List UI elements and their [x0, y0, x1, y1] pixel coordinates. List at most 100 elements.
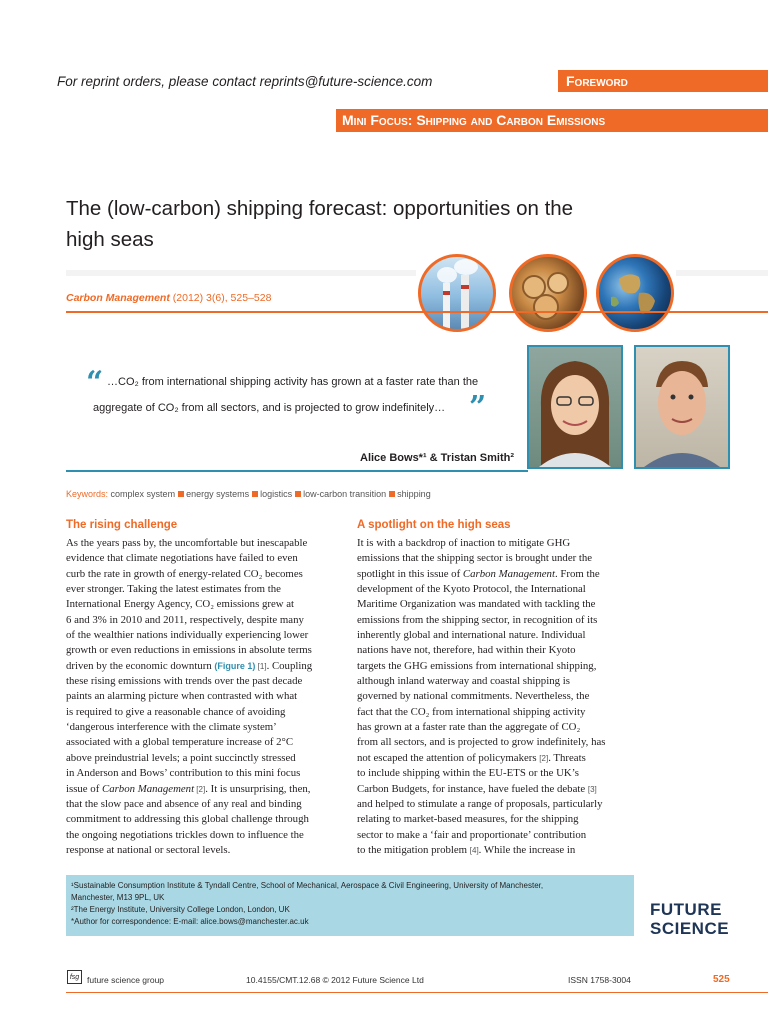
text-line: ‘dangerous interference with the climate…: [66, 721, 277, 734]
journal-name-italic: Carbon Management: [102, 782, 195, 795]
reference-link[interactable]: [1]: [255, 661, 267, 671]
left-column-body: As the years pass by, the uncomfortable …: [66, 536, 343, 858]
figure-1-link[interactable]: (Figure 1): [214, 660, 256, 671]
section-heading-spotlight: A spotlight on the high seas: [357, 519, 511, 531]
text-span: to the mitigation problem: [357, 843, 470, 856]
text-line: It is with a backdrop of inaction to mit…: [357, 537, 571, 549]
footer-doi: 10.4155/CMT.12.68 © 2012 Future Science …: [246, 975, 424, 985]
logo-line-2: SCIENCE: [650, 919, 730, 938]
text-line: that the slow pace and absence of any re…: [66, 797, 302, 810]
text-span: not escaped the attention of policymaker…: [357, 751, 540, 764]
text-line: of the wealthier nations individually ex…: [66, 629, 309, 642]
affiliations-box: ¹Sustainable Consumption Institute & Tyn…: [66, 875, 634, 936]
teal-divider: [66, 470, 528, 472]
future-science-logo: FUTURE SCIENCE: [650, 900, 729, 938]
text-line: above preindustrial levels; a point succ…: [66, 751, 296, 764]
bullet-square-icon: [295, 491, 302, 497]
keyword-item: shipping: [397, 489, 431, 499]
text-line: sector to make a ‘fair and proportionate…: [357, 828, 587, 841]
text-line: not escaped the attention of policymaker…: [357, 751, 634, 766]
reference-link[interactable]: [3]: [587, 784, 597, 794]
authors: Alice Bows*¹ & Tristan Smith²: [360, 452, 515, 464]
section-heading-rising-challenge: The rising challenge: [66, 519, 178, 531]
text-line: As the years pass by, the uncomfortable …: [66, 537, 308, 549]
text-line: International Energy Agency, CO₂ emissio…: [66, 598, 295, 611]
text-line: fact that the CO₂ from international shi…: [357, 705, 586, 718]
journal-name-italic: Carbon Management: [462, 567, 555, 580]
pullquote-line-1: …CO₂ from international shipping activit…: [107, 376, 479, 388]
text-line: in Anderson and Bows’ contribution to th…: [66, 767, 301, 780]
text-line: growth or even reductions in emissions i…: [66, 644, 312, 657]
right-column-body: It is with a backdrop of inaction to mit…: [357, 536, 634, 858]
text-line: emissions that the shipping sector is br…: [357, 552, 593, 565]
reference-link[interactable]: [2]: [194, 784, 206, 794]
text-line: and helped to stimulate a range of propo…: [357, 797, 603, 810]
text-line: these rising emissions with trends over …: [66, 675, 303, 688]
journal-name: Carbon Management: [66, 292, 170, 304]
text-line: paints an alarming picture when contrast…: [66, 690, 298, 703]
globe-image: [596, 254, 674, 332]
text-line: commitment to addressing this global cha…: [66, 813, 309, 826]
text-line: has grown at a faster rate than the aggr…: [357, 721, 581, 734]
text-line: ever stronger. Taking the latest estimat…: [66, 583, 281, 596]
orange-divider: [66, 311, 768, 313]
fsg-logo-icon: fsg: [67, 970, 82, 984]
decorative-band: [66, 270, 416, 276]
article-title: The (low-carbon) shipping forecast: oppo…: [66, 193, 626, 255]
logs-image: [509, 254, 587, 332]
bullet-square-icon: [178, 491, 185, 497]
author-photo-alice-bows: [527, 345, 623, 469]
pullquote-line-2: aggregate of CO₂ from all sectors, and i…: [93, 402, 446, 414]
affiliation-line: Manchester, M13 9PL, UK: [71, 893, 165, 902]
footer-divider: [66, 992, 768, 993]
smokestacks-image: [418, 254, 496, 332]
decorative-band-right: [676, 270, 768, 276]
journal-ref: (2012) 3(6), 525–528: [169, 292, 272, 304]
reprint-notice: For reprint orders, please contact repri…: [57, 74, 433, 89]
reference-link[interactable]: [2]: [539, 753, 549, 763]
correspondence-line: *Author for correspondence: E-mail: alic…: [71, 917, 309, 926]
text-line: although inland waterway and coastal shi…: [357, 675, 570, 688]
text-line: issue of Carbon Management [2]. It is un…: [66, 782, 343, 797]
text-line: to the mitigation problem [4]. While the…: [357, 843, 634, 858]
keyword-item: logistics: [260, 489, 293, 499]
page-number: 525: [713, 974, 730, 985]
keyword-item: energy systems: [186, 489, 250, 499]
bullet-square-icon: [252, 491, 259, 497]
text-line: spotlight in this issue of Carbon Manage…: [357, 567, 634, 582]
affiliation-line: ²The Energy Institute, University Colleg…: [71, 905, 290, 914]
text-line: relating to market-based measures, for t…: [357, 813, 579, 826]
keywords: Keywords: complex system energy systems lo…: [66, 489, 431, 499]
text-span: . While the increase in: [478, 843, 576, 856]
text-line: emissions from the shipping sector, in r…: [357, 613, 598, 626]
text-line: development of the Kyoto Protocol, the I…: [357, 583, 586, 596]
text-line: inherently global and international natu…: [357, 629, 586, 642]
author-photo-tristan-smith: [634, 345, 730, 469]
foreword-band: Foreword: [558, 70, 768, 92]
text-line: associated with a global temperature inc…: [66, 736, 294, 749]
footer-group: future science group: [87, 975, 165, 985]
text-line: to include shipping within the EU-ETS or…: [357, 767, 579, 780]
affiliation-line: ¹Sustainable Consumption Institute & Tyn…: [71, 881, 544, 890]
text-span: . Threats: [548, 751, 586, 764]
text-line: is required to give a reasonable chance …: [66, 705, 286, 718]
text-span: . It is unsurprising, then,: [205, 782, 311, 795]
text-line: Maritime Organization was mandated with …: [357, 598, 596, 611]
text-line: nations have not, therefore, had within …: [357, 644, 576, 657]
text-line: governed by national commitments. Nevert…: [357, 690, 590, 703]
text-line: response at national or sectoral levels.: [66, 843, 231, 856]
footer-issn: ISSN 1758-3004: [568, 975, 631, 985]
text-span: issue of: [66, 782, 102, 795]
text-line: evidence that climate negotiations have …: [66, 552, 298, 565]
text-line: curb the rate in growth of energy-relate…: [66, 567, 303, 580]
text-line: Carbon Budgets, for instance, have fuele…: [357, 782, 634, 797]
text-span: . From the: [554, 567, 600, 580]
text-span: driven by the economic downturn: [66, 659, 215, 672]
text-line: 6 and 3% in 2010 and 2011, respectively,…: [66, 613, 304, 626]
reference-link[interactable]: [4]: [469, 845, 479, 855]
journal-citation: Carbon Management (2012) 3(6), 525–528: [66, 292, 271, 304]
title-line-1: The (low-carbon) shipping forecast: oppo…: [66, 197, 574, 220]
close-quote-icon: ”: [469, 390, 487, 425]
logo-line-1: FUTURE: [650, 900, 722, 919]
text-span: . Coupling: [266, 659, 313, 672]
